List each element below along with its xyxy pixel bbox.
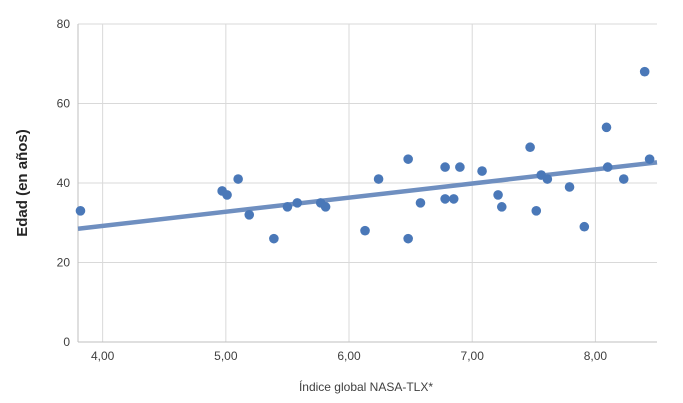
data-point [373, 174, 384, 184]
data-point [320, 202, 331, 212]
x-tick-label: 7,00 [461, 349, 485, 363]
data-point [639, 66, 650, 77]
x-tick-label: 8,00 [584, 349, 608, 363]
trendline-group [77, 160, 658, 231]
data-point [403, 154, 413, 164]
data-point [618, 174, 629, 184]
y-axis-title: Edad (en años) [14, 129, 31, 237]
data-point [75, 206, 86, 216]
data-point [403, 233, 413, 244]
data-point [531, 206, 542, 216]
y-tick-label: 20 [57, 256, 71, 270]
data-point [448, 194, 459, 204]
data-point [360, 225, 370, 236]
data-point [525, 142, 535, 153]
data-point [542, 174, 553, 184]
trendline [77, 160, 658, 231]
chart-axes [77, 24, 657, 343]
x-tick-label: 4,00 [91, 349, 115, 363]
data-point [602, 162, 613, 172]
y-tick-label: 60 [57, 97, 71, 111]
data-point [493, 190, 503, 200]
data-point [455, 162, 465, 172]
data-point [282, 202, 293, 212]
data-point [644, 154, 655, 164]
y-axis-ticks: 0 20 40 60 80 [57, 17, 71, 349]
x-tick-label: 6,00 [337, 349, 361, 363]
data-point [496, 202, 507, 212]
data-point [477, 166, 487, 176]
y-tick-label: 0 [63, 335, 70, 349]
data-point [269, 233, 279, 244]
data-point [244, 210, 255, 220]
data-points [75, 66, 655, 244]
data-point [415, 198, 426, 208]
x-axis-title: Índice global NASA-TLX* [299, 379, 433, 394]
x-tick-label: 5,00 [214, 349, 238, 363]
data-point [440, 194, 450, 204]
data-point [233, 174, 243, 184]
y-tick-label: 80 [57, 17, 71, 31]
chart-grid [78, 23, 657, 342]
x-axis-ticks: 4,00 5,00 6,00 7,00 8,00 [91, 349, 607, 363]
data-point [440, 162, 450, 172]
data-point [579, 221, 590, 232]
data-point [222, 190, 232, 200]
data-point [601, 122, 612, 133]
data-point [292, 198, 303, 208]
y-tick-label: 40 [57, 176, 71, 190]
data-point [564, 182, 575, 192]
